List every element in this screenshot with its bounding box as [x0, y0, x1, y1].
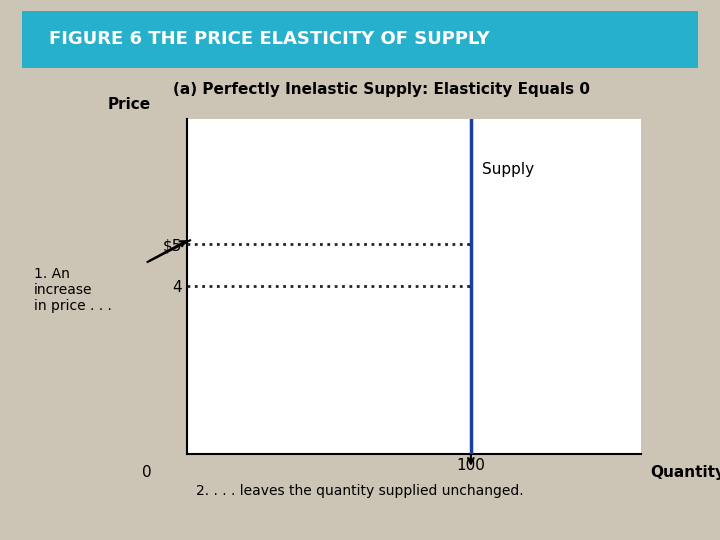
Text: FIGURE 6 THE PRICE ELASTICITY OF SUPPLY: FIGURE 6 THE PRICE ELASTICITY OF SUPPLY — [49, 30, 490, 48]
Text: Quantity: Quantity — [650, 464, 720, 480]
FancyBboxPatch shape — [0, 8, 720, 70]
Text: Supply: Supply — [482, 163, 534, 177]
Text: 2. . . . leaves the quantity supplied unchanged.: 2. . . . leaves the quantity supplied un… — [196, 484, 524, 498]
Text: Price: Price — [108, 97, 151, 112]
Text: 0: 0 — [142, 464, 151, 480]
Text: 1. An
increase
in price . . .: 1. An increase in price . . . — [35, 267, 112, 313]
Text: (a) Perfectly Inelastic Supply: Elasticity Equals 0: (a) Perfectly Inelastic Supply: Elastici… — [173, 82, 590, 97]
